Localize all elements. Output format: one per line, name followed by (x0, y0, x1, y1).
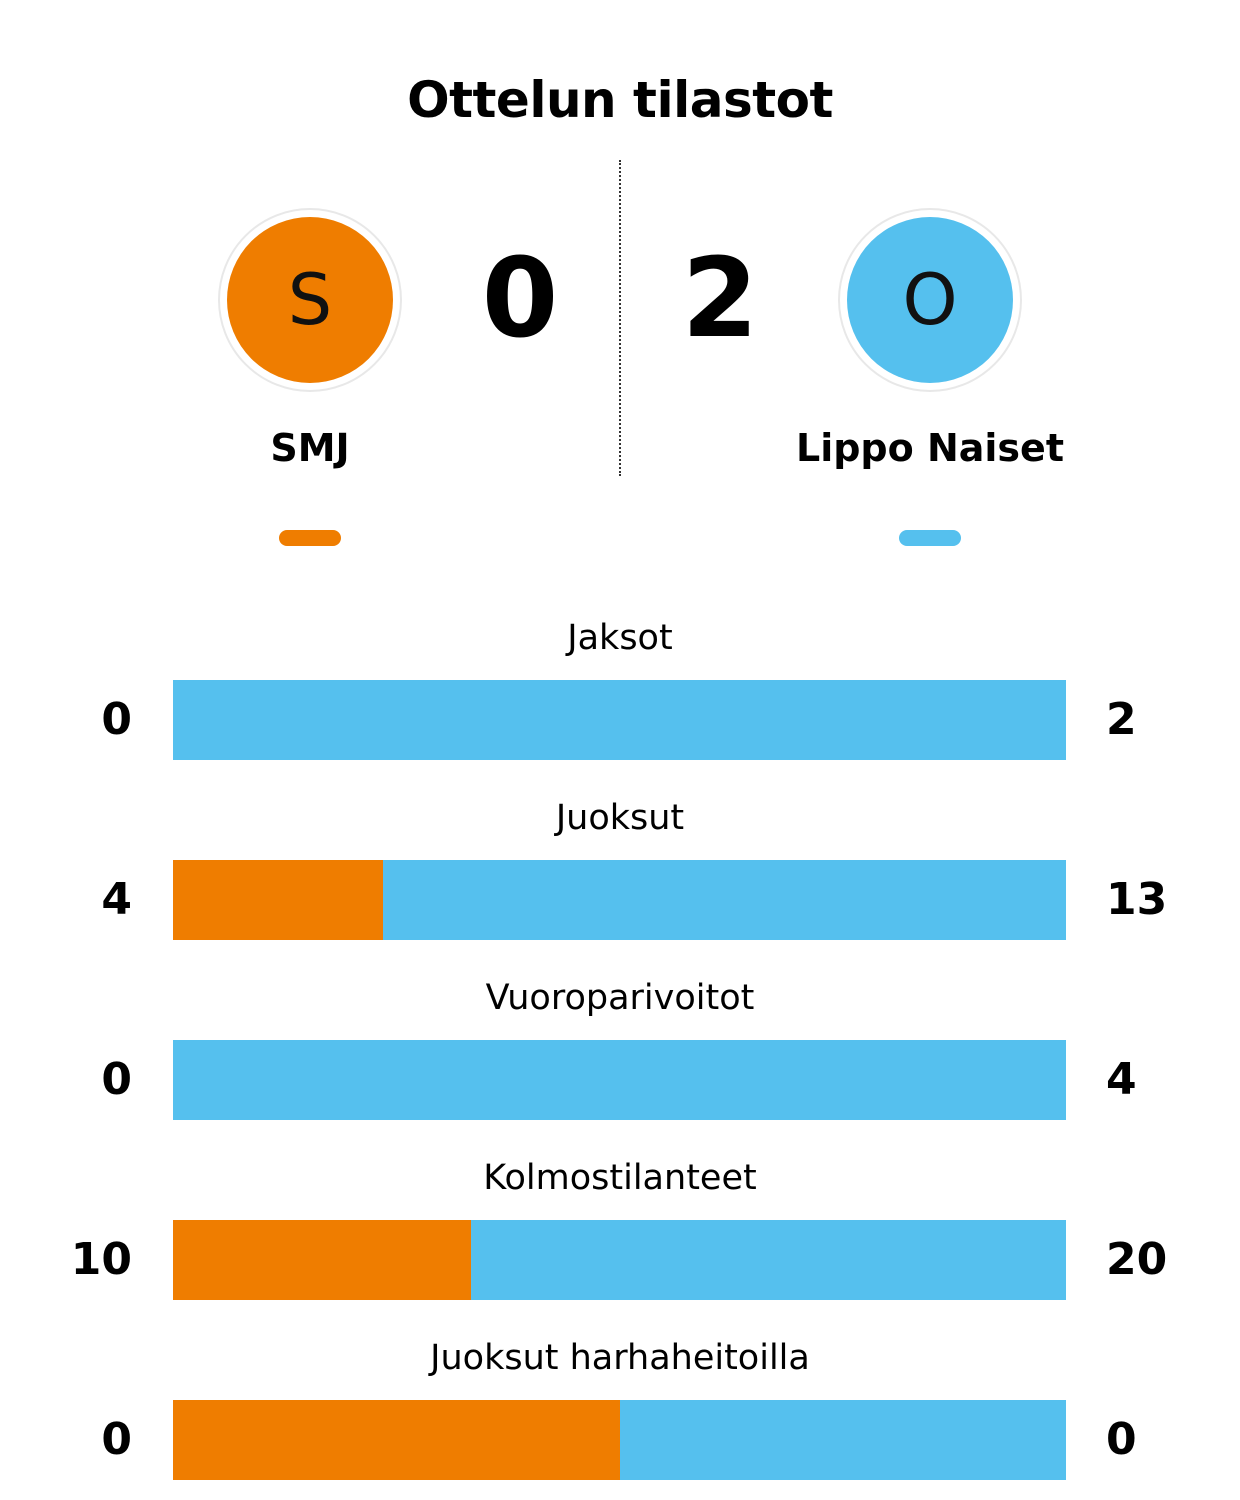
stat-bar (173, 680, 1066, 760)
stat-label: Kolmostilanteet (483, 1158, 757, 1198)
stat-bar-away-segment (173, 680, 1066, 760)
stat-away-value: 4 (1106, 1054, 1137, 1105)
stat-bar-away-segment (620, 1400, 1066, 1480)
stat-label: Juoksut harhaheitoilla (430, 1338, 810, 1378)
stat-bar-away-segment (173, 1040, 1066, 1120)
home-team-name: SMJ (270, 426, 350, 470)
stat-home-value: 0 (101, 1414, 132, 1465)
stat-home-value: 0 (101, 1054, 132, 1105)
stat-away-value: 2 (1106, 694, 1137, 745)
stat-label: Vuoroparivoitot (485, 978, 755, 1018)
stat-bar (173, 1400, 1066, 1480)
away-team-initial: O (847, 217, 1013, 383)
home-team-score: 0 (481, 234, 559, 362)
stat-away-value: 13 (1106, 874, 1168, 925)
stat-home-value: 4 (101, 874, 132, 925)
page-title: Ottelun tilastot (407, 71, 833, 129)
stat-bar-away-segment (383, 860, 1066, 940)
home-team-color-legend (279, 530, 341, 546)
stat-home-value: 10 (70, 1234, 132, 1285)
stat-away-value: 20 (1106, 1234, 1168, 1285)
stat-bar-home-segment (173, 1400, 620, 1480)
center-divider (619, 160, 621, 476)
home-team-initial: S (227, 217, 393, 383)
stat-bar-away-segment (471, 1220, 1066, 1300)
home-team-avatar: S (218, 208, 402, 392)
away-team-score: 2 (681, 234, 759, 362)
stat-label: Jaksot (567, 618, 673, 658)
away-team-color-legend (899, 530, 961, 546)
stat-bar-home-segment (173, 1220, 471, 1300)
stat-bar (173, 1040, 1066, 1120)
stat-home-value: 0 (101, 694, 132, 745)
away-team-name: Lippo Naiset (795, 426, 1064, 470)
stat-bar-home-segment (173, 860, 383, 940)
stat-bar (173, 1220, 1066, 1300)
stat-away-value: 0 (1106, 1414, 1137, 1465)
stat-label: Juoksut (555, 798, 685, 838)
away-team-avatar: O (838, 208, 1022, 392)
stat-bar (173, 860, 1066, 940)
